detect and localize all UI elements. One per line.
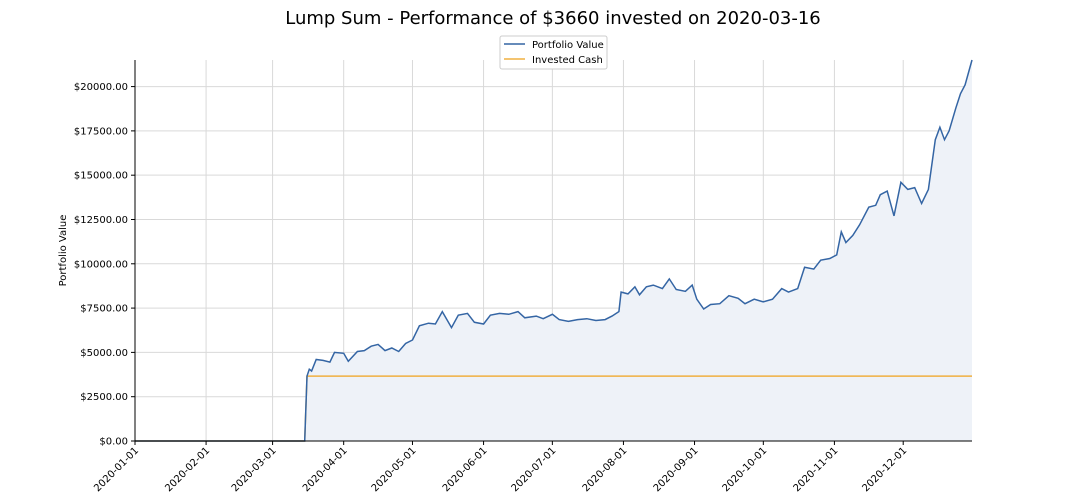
legend: Portfolio Value Invested Cash	[499, 35, 608, 70]
x-tick-label: 2020-01-01	[92, 445, 141, 494]
y-tick-label: $17500.00	[74, 126, 128, 137]
y-axis-label: Portfolio Value	[58, 215, 69, 287]
y-tick-label: $15000.00	[74, 171, 128, 182]
chart-title: Lump Sum - Performance of $3660 invested…	[285, 8, 821, 29]
x-tick-label: 2020-04-01	[301, 445, 350, 494]
y-tick-label: $12500.00	[74, 215, 128, 226]
legend-box	[499, 35, 608, 70]
portfolio-value-line	[135, 59, 973, 442]
portfolio-value-area	[135, 60, 972, 441]
x-tick-label: 2020-11-01	[792, 445, 841, 494]
x-tick-label: 2020-03-01	[230, 445, 279, 494]
x-tick-label: 2020-09-01	[652, 445, 701, 494]
x-tick-label: 2020-02-01	[163, 445, 212, 494]
y-tick-label: $0.00	[99, 437, 128, 448]
x-tick-label: 2020-06-01	[441, 445, 490, 494]
x-tick-label: 2020-05-01	[370, 445, 419, 494]
x-tick-label: 2020-12-01	[860, 445, 909, 494]
y-tick-label: $7500.00	[80, 304, 128, 315]
x-tick-label: 2020-07-01	[510, 445, 559, 494]
x-tick-label: 2020-08-01	[581, 445, 630, 494]
y-axis-ticks: $0.00 $2500.00 $5000.00 $7500.00 $10000.00 $1…	[74, 82, 135, 448]
x-axis-ticks: 2020-01-01 2020-02-01 2020-03-01 2020-04-01…	[92, 441, 909, 494]
y-tick-label: $10000.00	[74, 259, 128, 270]
legend-label-portfolio-value: Portfolio Value	[532, 40, 604, 51]
y-tick-label: $5000.00	[80, 348, 128, 359]
y-tick-label: $20000.00	[74, 82, 128, 93]
x-tick-label: 2020-10-01	[721, 445, 770, 494]
y-tick-label: $2500.00	[80, 392, 128, 403]
legend-label-invested-cash: Invested Cash	[532, 55, 603, 66]
